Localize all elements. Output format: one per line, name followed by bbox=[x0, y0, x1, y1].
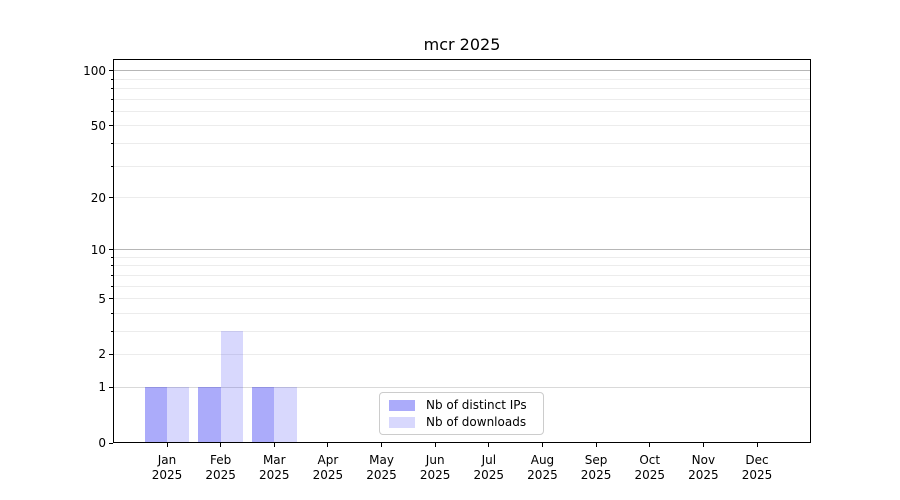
y-gridline bbox=[113, 197, 811, 198]
x-tick bbox=[166, 443, 168, 447]
x-tick bbox=[488, 443, 490, 447]
y-gridline bbox=[113, 70, 811, 72]
x-tick-label: Mar 2025 bbox=[258, 453, 290, 482]
bar-distinct-ips bbox=[251, 387, 275, 443]
x-tick bbox=[702, 443, 704, 447]
y-gridline bbox=[113, 312, 811, 314]
y-gridline bbox=[113, 249, 811, 251]
y-minor-tick bbox=[110, 312, 113, 314]
y-gridline bbox=[113, 143, 811, 145]
y-tick-label: 5 bbox=[98, 291, 106, 306]
y-gridline bbox=[113, 285, 811, 287]
y-gridline bbox=[113, 265, 811, 267]
y-minor-tick bbox=[110, 98, 113, 100]
y-minor-tick bbox=[110, 274, 113, 276]
y-tick-label: 20 bbox=[90, 190, 106, 205]
y-minor-tick bbox=[110, 265, 113, 267]
bar-downloads bbox=[220, 331, 243, 443]
y-tick-label: 2 bbox=[98, 347, 106, 362]
x-tick-label: Oct 2025 bbox=[634, 453, 665, 482]
y-tick bbox=[109, 298, 113, 300]
x-tick-label: Nov 2025 bbox=[688, 453, 719, 482]
y-tick-label: 100 bbox=[83, 63, 106, 78]
x-tick bbox=[649, 443, 651, 447]
legend-label-distinct-ips: Nb of distinct IPs bbox=[426, 397, 527, 412]
x-tick bbox=[595, 443, 597, 447]
y-gridline bbox=[113, 165, 811, 167]
y-tick bbox=[109, 249, 113, 251]
legend-label-downloads: Nb of downloads bbox=[426, 414, 527, 429]
y-gridline bbox=[113, 111, 811, 113]
legend-swatch-distinct-ips bbox=[389, 399, 415, 411]
x-tick-label: Jun 2025 bbox=[419, 453, 451, 482]
x-tick bbox=[541, 443, 543, 447]
y-tick bbox=[109, 442, 113, 444]
x-tick-label: Jul 2025 bbox=[473, 453, 505, 482]
y-gridline bbox=[113, 98, 811, 100]
bar-distinct-ips bbox=[144, 387, 167, 443]
y-minor-tick bbox=[110, 285, 113, 287]
x-tick bbox=[434, 443, 436, 447]
y-tick bbox=[109, 70, 113, 72]
x-tick bbox=[273, 443, 275, 447]
legend-swatch-downloads bbox=[389, 416, 415, 428]
y-minor-tick bbox=[110, 330, 113, 332]
chart-title: mcr 2025 bbox=[423, 35, 501, 54]
y-gridline bbox=[113, 88, 811, 90]
x-tick-label: Feb 2025 bbox=[205, 453, 236, 482]
y-gridline bbox=[113, 353, 811, 355]
x-tick bbox=[756, 443, 758, 447]
y-tick bbox=[109, 353, 113, 355]
x-tick-label: Dec 2025 bbox=[741, 453, 773, 482]
y-tick bbox=[109, 386, 113, 388]
x-tick-label: May 2025 bbox=[366, 453, 397, 482]
x-tick bbox=[220, 443, 222, 447]
legend: Nb of distinct IPs Nb of downloads bbox=[379, 392, 544, 435]
y-gridline bbox=[113, 386, 811, 388]
x-tick-label: Apr 2025 bbox=[312, 453, 344, 482]
x-tick bbox=[381, 443, 383, 447]
legend-item-downloads: Nb of downloads bbox=[389, 414, 534, 431]
y-tick-label: 10 bbox=[90, 242, 106, 257]
y-gridline bbox=[113, 78, 811, 80]
y-tick bbox=[109, 125, 113, 127]
bar-downloads bbox=[167, 387, 190, 443]
y-gridline bbox=[113, 125, 811, 127]
y-gridline bbox=[113, 256, 811, 258]
y-minor-tick bbox=[110, 78, 113, 80]
y-minor-tick bbox=[110, 111, 113, 113]
y-gridline bbox=[113, 274, 811, 276]
y-tick-label: 1 bbox=[98, 380, 106, 395]
x-tick-label: Jan 2025 bbox=[151, 453, 183, 482]
x-tick-label: Aug 2025 bbox=[527, 453, 558, 482]
y-minor-tick bbox=[110, 165, 113, 167]
legend-item-distinct-ips: Nb of distinct IPs bbox=[389, 397, 534, 414]
y-gridline bbox=[113, 298, 811, 300]
x-tick bbox=[327, 443, 329, 447]
y-minor-tick bbox=[110, 256, 113, 258]
y-tick bbox=[109, 197, 113, 198]
y-minor-tick bbox=[110, 88, 113, 90]
y-tick-label: 0 bbox=[98, 436, 106, 450]
bar-distinct-ips bbox=[198, 387, 221, 443]
y-gridline bbox=[113, 330, 811, 332]
bar-downloads bbox=[274, 387, 297, 443]
y-tick-label: 50 bbox=[90, 118, 106, 133]
x-tick-label: Sep 2025 bbox=[580, 453, 612, 482]
y-minor-tick bbox=[110, 143, 113, 145]
